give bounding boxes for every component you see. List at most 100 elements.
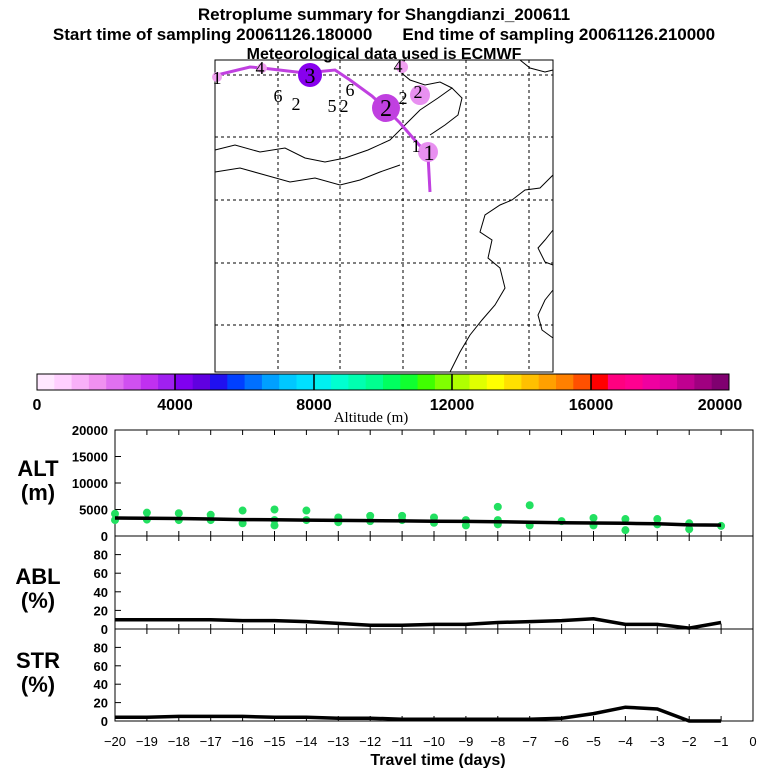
y-tick-label: 0 [101, 714, 108, 729]
cluster-label: 6 [274, 86, 283, 106]
y-tick-label: 20 [94, 603, 108, 618]
colorbar-swatches [37, 374, 730, 390]
colorbar-swatch [210, 374, 228, 390]
cluster-label: 2 [380, 96, 392, 122]
colorbar-swatch [711, 374, 730, 390]
x-tick-label: −18 [168, 734, 190, 749]
plume-point [685, 525, 694, 534]
colorbar-tick-labels: 0 4000 8000 12000 16000 20000 [33, 397, 743, 414]
time-series-panels: ALT (m) ABL (%) STR (%) 0 5000 10000 15000 2… [15, 423, 756, 768]
colorbar-swatch [521, 374, 540, 390]
str-panel-frame [114, 628, 754, 722]
plume-cluster [257, 63, 267, 73]
end-sampling-time: End time of sampling 20061126.210000 [402, 25, 716, 44]
colorbar-swatch [383, 374, 401, 390]
plume-point [270, 505, 279, 514]
colorbar-frame [36, 373, 730, 391]
colorbar-swatch [694, 374, 713, 390]
colorbar-swatch [88, 374, 107, 390]
plume-point [174, 509, 183, 518]
colorbar-tick: 12000 [430, 397, 475, 414]
colorbar-swatch [140, 374, 159, 390]
x-tick-label: −2 [682, 734, 697, 749]
plume-point [621, 526, 630, 535]
str-ylabel-2: (%) [21, 672, 55, 697]
abl-panel-frame [114, 535, 754, 630]
plume-point [111, 509, 119, 518]
plume-point [270, 521, 279, 530]
cluster-labels: 1 4 3 4 6 2 6 5 2 2 2 2 1 1 [213, 56, 435, 165]
colorbar-swatch [106, 374, 124, 390]
plume-cluster [410, 85, 430, 105]
colorbar-tick: 0 [33, 397, 42, 414]
colorbar-swatch [37, 374, 55, 390]
colorbar-title: Altitude (m) [334, 410, 409, 426]
trajectory-path [216, 65, 432, 193]
plume-point [142, 508, 151, 517]
colorbar-swatch [279, 374, 297, 390]
colorbar-swatch [607, 374, 626, 390]
x-tick-label: −3 [650, 734, 665, 749]
plume-clusters [212, 61, 438, 162]
colorbar-swatch [417, 374, 436, 390]
colorbar-swatch [556, 374, 574, 390]
colorbar-swatch [365, 374, 384, 390]
x-tick-label: −9 [458, 734, 473, 749]
x-tick-label: −19 [136, 734, 158, 749]
x-tick-label: −15 [263, 734, 285, 749]
cluster-label: 1 [412, 136, 421, 156]
colorbar-swatch [538, 374, 557, 390]
altitude-colorbar: 0 4000 8000 12000 16000 20000 Altitude (… [33, 373, 743, 426]
y-tick-label: 20 [94, 696, 108, 711]
plume-point [525, 501, 534, 510]
x-tick-label: −20 [104, 734, 126, 749]
y-tick-label: 40 [94, 677, 108, 692]
plume-point [302, 506, 311, 515]
colorbar-swatch [244, 374, 263, 390]
y-tick-label: 60 [94, 566, 108, 581]
x-tick-label: −7 [522, 734, 537, 749]
colorbar-swatch [469, 374, 488, 390]
colorbar-swatch [296, 374, 315, 390]
colorbar-swatch [452, 374, 470, 390]
colorbar-swatch [590, 374, 609, 390]
colorbar-swatch [227, 374, 246, 390]
colorbar-swatch [659, 374, 678, 390]
trajectory-map: 1 4 3 4 6 2 6 5 2 2 2 2 1 1 [212, 56, 554, 373]
y-tick-label: 5000 [79, 503, 108, 518]
colorbar-swatch [504, 374, 522, 390]
y-tick-label: 40 [94, 585, 108, 600]
cluster-label: 4 [256, 58, 265, 78]
plume-cluster [372, 94, 400, 122]
plume-cluster [418, 142, 438, 162]
x-tick-label: −6 [554, 734, 569, 749]
x-axis-title: Travel time (days) [370, 752, 505, 768]
colorbar-swatch [71, 374, 90, 390]
y-tick-label: 0 [101, 529, 108, 544]
colorbar-swatch [313, 374, 332, 390]
plume-cluster [298, 63, 322, 87]
colorbar-swatch [348, 374, 367, 390]
colorbar-swatch [677, 374, 695, 390]
colorbar-swatch [434, 374, 453, 390]
plume-point [238, 506, 247, 515]
x-tick-label: −12 [359, 734, 381, 749]
cluster-label: 2 [414, 82, 423, 102]
x-tick-label: −10 [423, 734, 445, 749]
colorbar-swatch [123, 374, 142, 390]
cluster-label: 1 [213, 68, 222, 88]
colorbar-swatch [400, 374, 419, 390]
colorbar-swatch [175, 374, 194, 390]
met-data-note: Meteorological data used is ECMWF [246, 46, 522, 63]
colorbar-swatch [573, 374, 592, 390]
colorbar-swatch [54, 374, 73, 390]
plume-point [589, 513, 598, 522]
plume-point [493, 502, 502, 511]
x-tick-label: −14 [295, 734, 317, 749]
x-tick-label: −8 [490, 734, 505, 749]
colorbar-tick: 4000 [157, 397, 193, 414]
plume-cluster [212, 72, 222, 82]
sampling-times: Start time of sampling 20061126.180000 En… [0, 25, 768, 45]
y-tick-label: 60 [94, 659, 108, 674]
colorbar-tick: 20000 [698, 397, 743, 414]
